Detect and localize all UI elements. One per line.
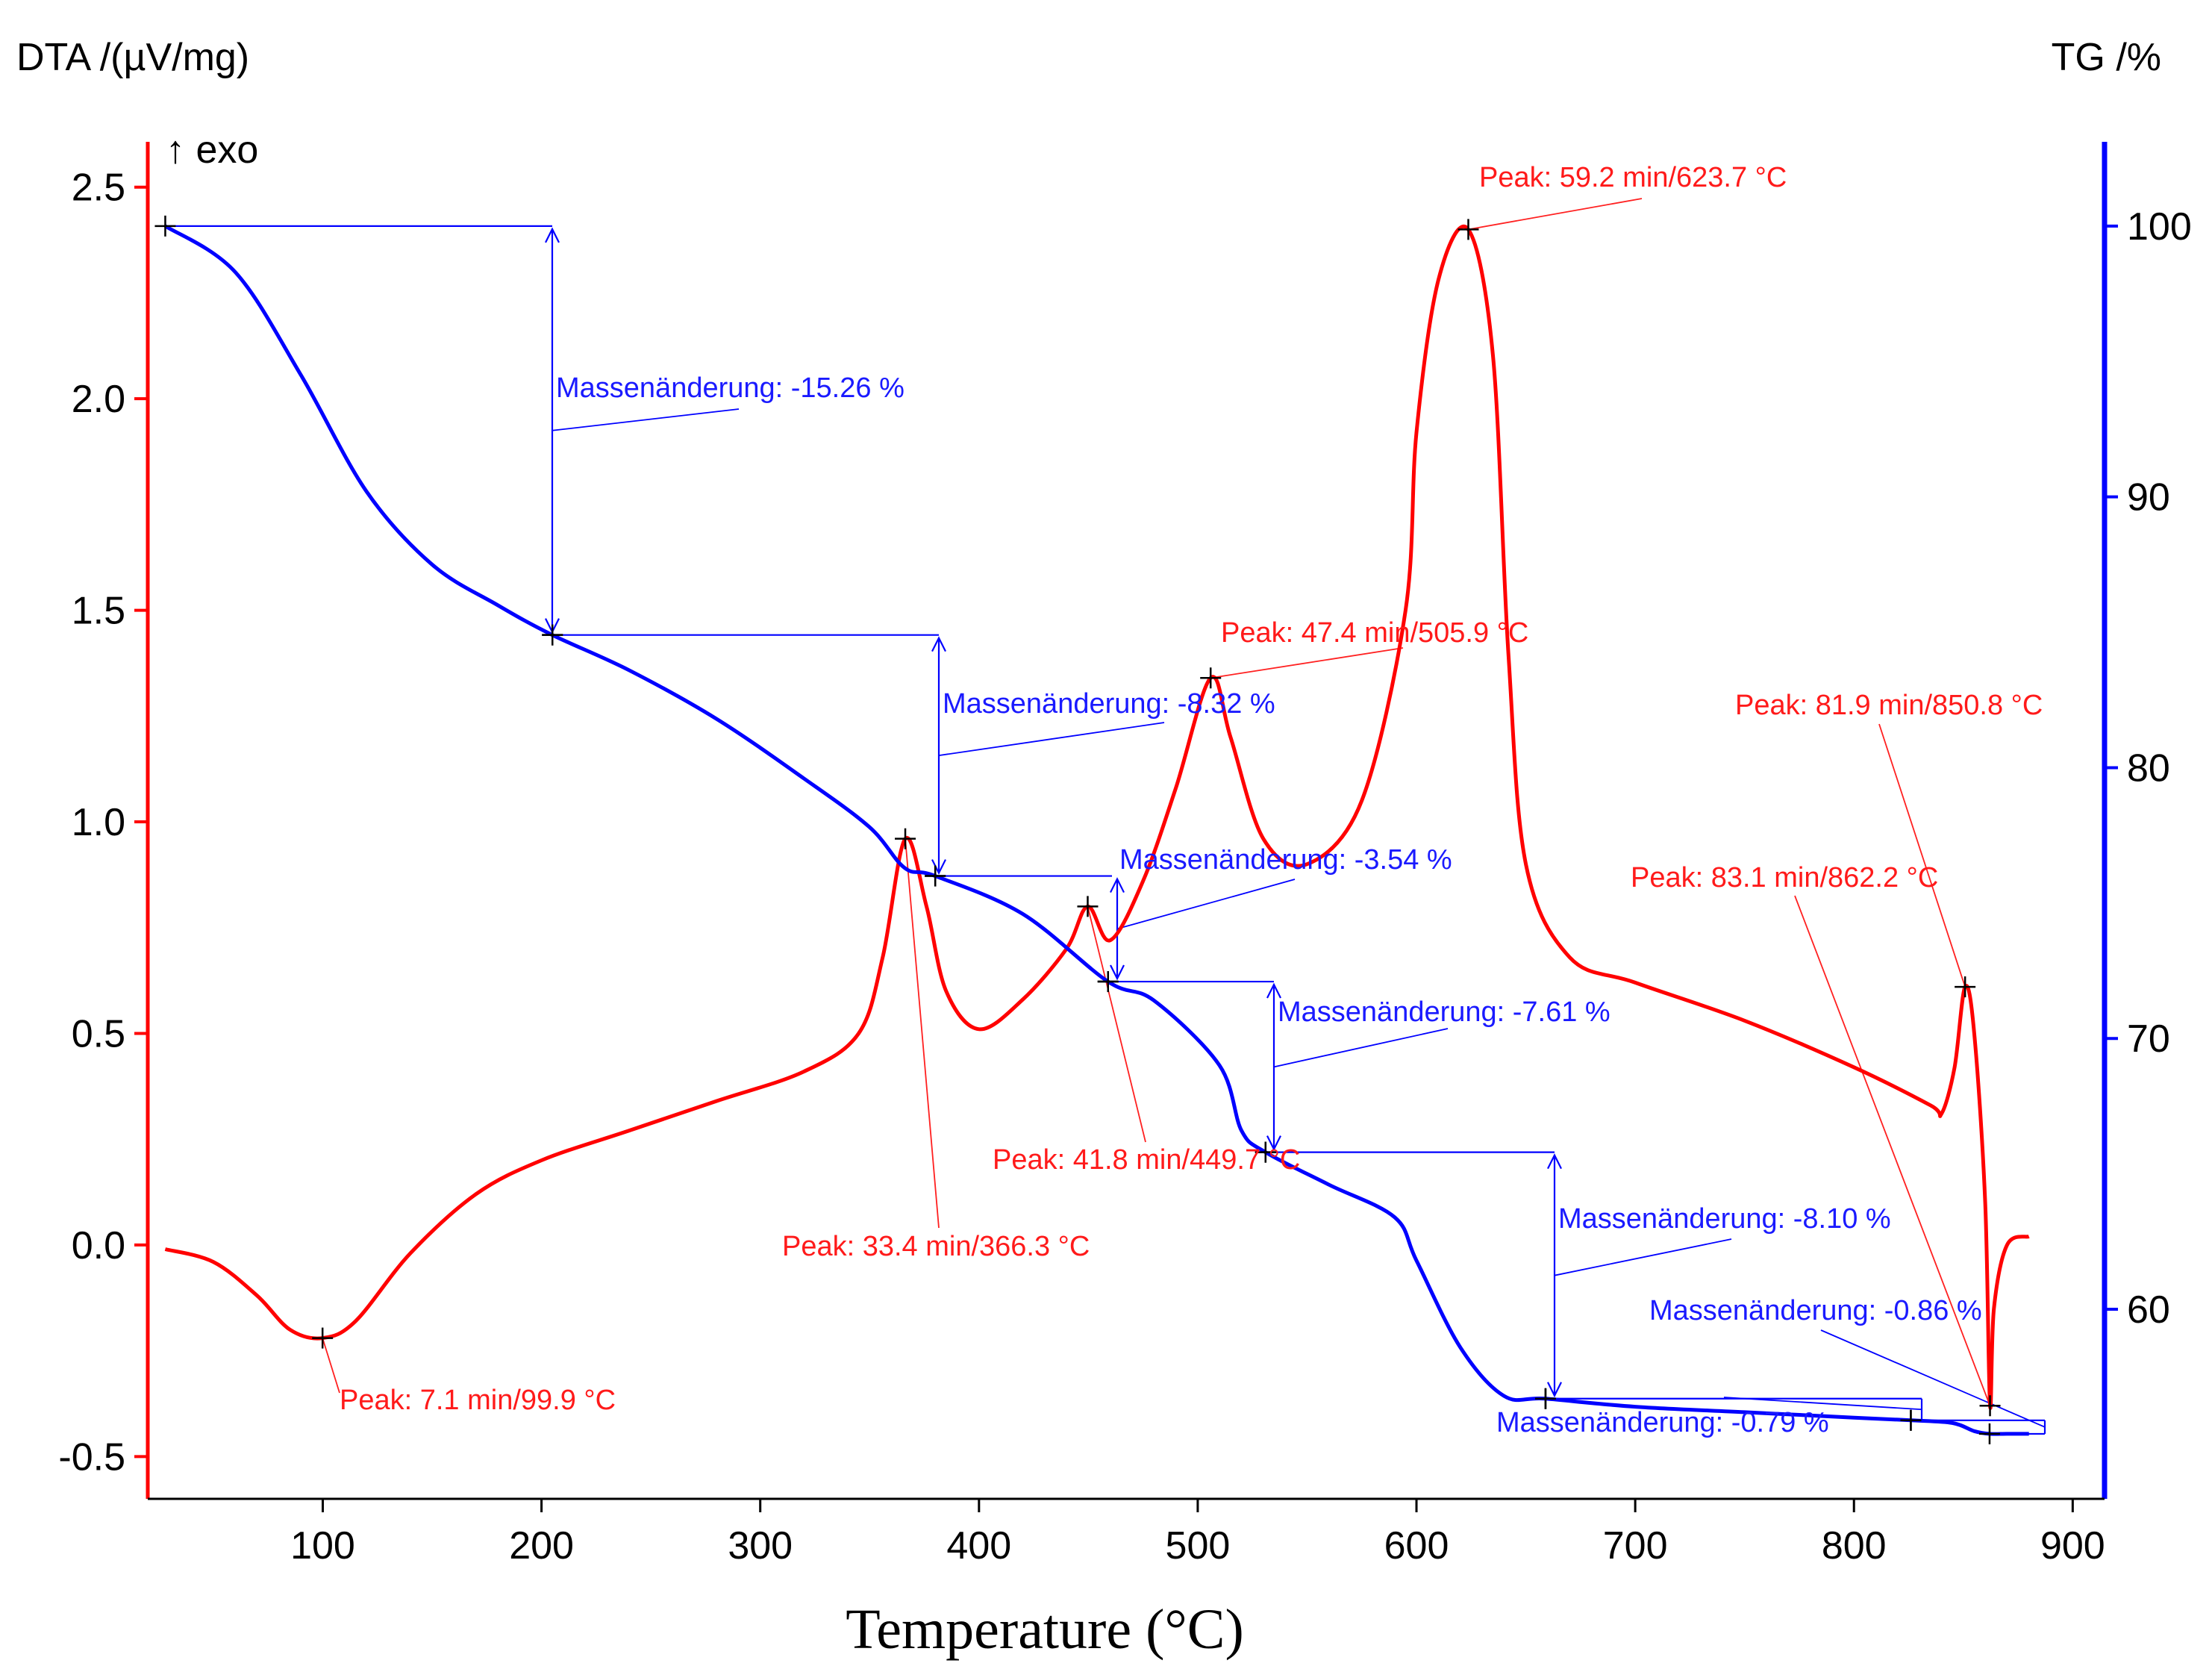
mass-change-arrowhead bbox=[1547, 1382, 1562, 1398]
peak-leader-line bbox=[905, 838, 940, 1229]
x-tick-label: 100 bbox=[290, 1524, 355, 1568]
mass-change-leader bbox=[1116, 879, 1296, 930]
peak-label: Peak: 83.1 min/862.2 °C bbox=[1631, 862, 1938, 893]
y-right-tick-label: 70 bbox=[2127, 1017, 2170, 1061]
x-tick-label: 900 bbox=[2040, 1524, 2105, 1568]
mass-change-arrowhead bbox=[1110, 964, 1125, 981]
mass-change-label: Massenänderung: -3.54 % bbox=[1119, 844, 1452, 876]
y-left-tick-label: 2.5 bbox=[72, 166, 125, 210]
mass-change-leader bbox=[1723, 1397, 1922, 1411]
peak-leader-line bbox=[1794, 895, 1991, 1406]
peak-leader-line bbox=[1878, 723, 1966, 988]
peak-label: Peak: 33.4 min/366.3 °C bbox=[782, 1231, 1090, 1262]
peak-label: Peak: 47.4 min/505.9 °C bbox=[1221, 617, 1528, 649]
mass-change-leader bbox=[1273, 1028, 1449, 1068]
y-left-tick-label: 1.0 bbox=[72, 801, 125, 844]
x-tick-label: 700 bbox=[1603, 1524, 1668, 1568]
mass-change-arrowhead bbox=[931, 636, 946, 652]
y-right-tick-label: 80 bbox=[2127, 746, 2170, 790]
peak-leader-line bbox=[1210, 647, 1404, 679]
exo-label: ↑ exo bbox=[166, 128, 258, 172]
y-left-tick-label: 0.5 bbox=[72, 1012, 125, 1055]
mass-change-leader bbox=[552, 408, 740, 431]
right-axis-title: TG /% bbox=[2052, 36, 2161, 79]
mass-change-label: Massenänderung: -15.26 % bbox=[556, 372, 905, 404]
mass-change-arrowhead bbox=[1110, 877, 1125, 893]
x-tick-label: 200 bbox=[509, 1524, 574, 1568]
mass-change-arrowhead bbox=[1266, 982, 1281, 999]
x-tick-label: 400 bbox=[946, 1524, 1011, 1568]
mass-change-arrowhead bbox=[545, 227, 560, 243]
mass-change-leader bbox=[938, 722, 1165, 757]
mass-change-arrowhead bbox=[1266, 1135, 1281, 1152]
x-axis-title: Temperature (°C) bbox=[846, 1598, 1244, 1661]
y-right-tick-label: 60 bbox=[2127, 1288, 2170, 1332]
peak-label: Peak: 41.8 min/449.7 °C bbox=[993, 1144, 1300, 1176]
y-right-tick-label: 100 bbox=[2127, 205, 2192, 249]
y-left-tick-label: 2.0 bbox=[72, 378, 125, 421]
peak-leader-line bbox=[1087, 906, 1146, 1143]
x-tick-label: 500 bbox=[1166, 1524, 1231, 1568]
x-tick-label: 800 bbox=[1822, 1524, 1887, 1568]
mass-change-label: Massenänderung: -0.79 % bbox=[1496, 1407, 1829, 1438]
y-left-tick-label: 1.5 bbox=[72, 590, 125, 633]
mass-change-label: Massenänderung: -0.86 % bbox=[1649, 1295, 1982, 1326]
series-dta-line bbox=[164, 224, 2030, 1410]
peak-leader-line bbox=[1468, 198, 1643, 231]
x-tick-label: 600 bbox=[1384, 1524, 1449, 1568]
peak-label: Peak: 81.9 min/850.8 °C bbox=[1735, 690, 2043, 721]
y-right-tick-label: 90 bbox=[2127, 476, 2170, 520]
mass-change-label: Massenänderung: -7.61 % bbox=[1278, 996, 1610, 1028]
mass-change-arrowhead bbox=[1547, 1153, 1562, 1170]
y-left-tick-label: -0.5 bbox=[58, 1435, 125, 1479]
mass-change-leader bbox=[1820, 1329, 2046, 1428]
peak-label: Peak: 7.1 min/99.9 °C bbox=[340, 1385, 616, 1416]
peak-leader-line bbox=[322, 1338, 340, 1394]
peak-label: Peak: 59.2 min/623.7 °C bbox=[1479, 162, 1787, 193]
x-tick-label: 300 bbox=[728, 1524, 793, 1568]
series-tg-line bbox=[164, 224, 2029, 1436]
mass-change-arrowhead bbox=[931, 859, 946, 876]
mass-change-label: Massenänderung: -8.10 % bbox=[1558, 1203, 1891, 1235]
mass-change-label: Massenänderung: -8.32 % bbox=[943, 688, 1275, 720]
y-left-tick-label: 0.0 bbox=[72, 1224, 125, 1267]
mass-change-leader bbox=[1554, 1238, 1732, 1276]
left-axis-title: DTA /(µV/mg) bbox=[16, 36, 249, 79]
